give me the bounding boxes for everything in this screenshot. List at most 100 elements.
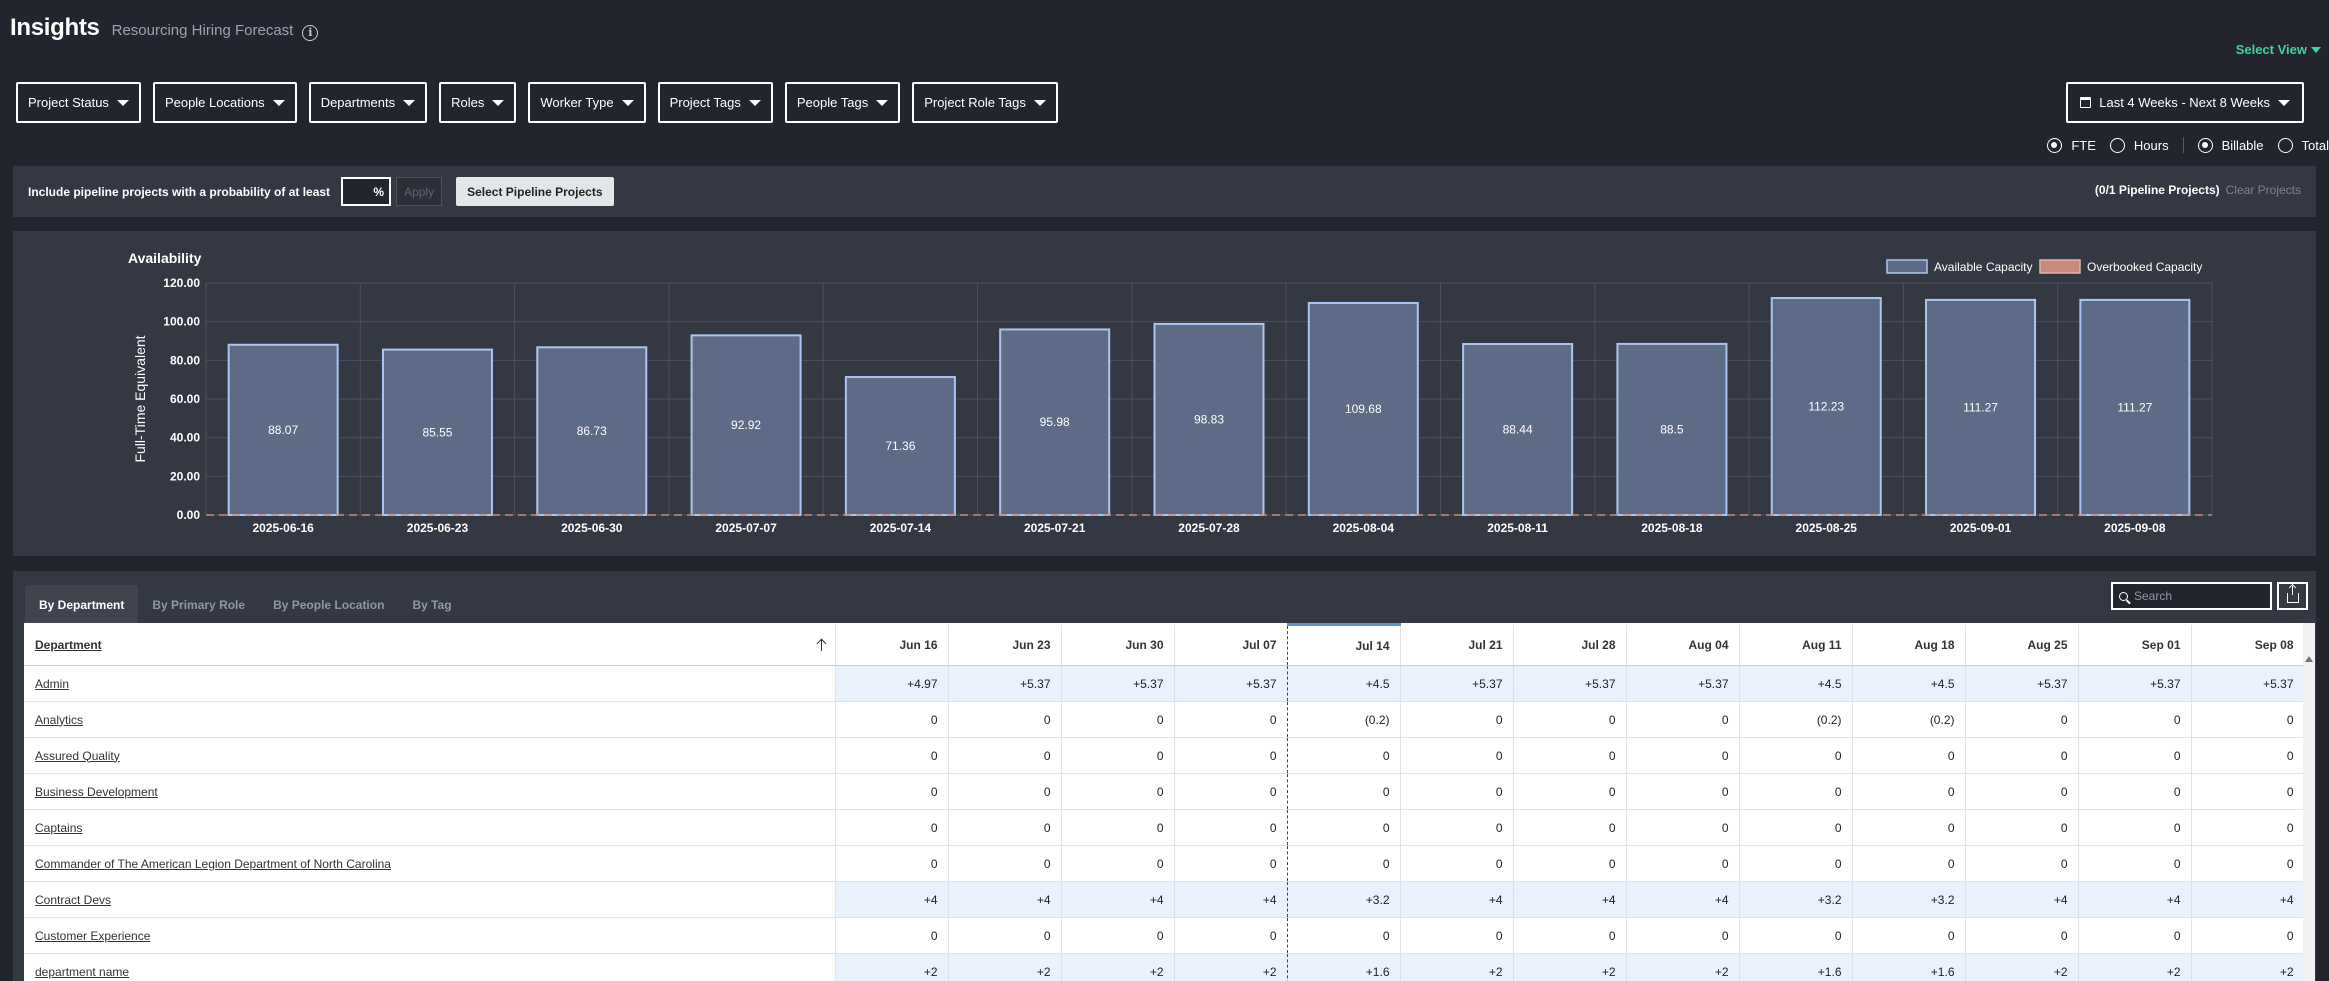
week-column-header[interactable]: Jul 14 bbox=[1287, 623, 1401, 666]
legend-swatch-overbooked bbox=[2039, 259, 2081, 274]
table-panel: By Department By Primary Role By People Lo… bbox=[13, 571, 2316, 981]
tab-by-department[interactable]: By Department bbox=[25, 585, 139, 625]
availability-chart-panel: 0.00 20.00 40.00 60.00 80.00 100.00 120.00 88.0… bbox=[13, 231, 2316, 556]
filter-project-role-tags-dropdown[interactable]: Project Role Tags bbox=[912, 82, 1058, 123]
availability-cell: 0 bbox=[1626, 809, 1740, 846]
export-button[interactable] bbox=[2277, 582, 2308, 610]
y-tick-label: 40.00 bbox=[170, 431, 200, 445]
week-column-header[interactable]: Jul 28 bbox=[1513, 624, 1627, 666]
probability-input[interactable]: % bbox=[341, 177, 392, 206]
total-radio[interactable] bbox=[2277, 137, 2293, 153]
select-pipeline-projects-button[interactable]: Select Pipeline Projects bbox=[456, 177, 614, 206]
vertical-scrollbar[interactable] bbox=[2303, 623, 2315, 981]
tab-by-people-location[interactable]: By People Location bbox=[273, 598, 385, 612]
bar-available-capacity bbox=[1153, 322, 1265, 516]
department-cell: department name bbox=[24, 953, 836, 981]
clear-projects-link[interactable]: Clear Projects bbox=[2225, 183, 2301, 197]
availability-cell: 0 bbox=[1287, 773, 1401, 810]
chevron-down-icon bbox=[492, 99, 505, 106]
availability-cell: 0 bbox=[1174, 917, 1288, 954]
date-range-dropdown[interactable]: Last 4 Weeks - Next 8 Weeks bbox=[2066, 82, 2304, 123]
department-link[interactable]: Admin bbox=[35, 676, 70, 691]
availability-cell: +4 bbox=[1513, 881, 1627, 918]
week-column-header[interactable]: Aug 04 bbox=[1626, 624, 1740, 666]
availability-cell: 0 bbox=[1061, 773, 1175, 810]
filter-people-tags-dropdown[interactable]: People Tags bbox=[784, 82, 901, 123]
select-view-label: Select View bbox=[2235, 42, 2307, 57]
bar-available-capacity bbox=[1770, 297, 1882, 516]
filter-roles-dropdown[interactable]: Roles bbox=[439, 82, 517, 123]
filter-project-tags-dropdown[interactable]: Project Tags bbox=[657, 82, 773, 123]
filter-people-locations-dropdown[interactable]: People Locations bbox=[152, 82, 297, 123]
availability-cell: +2 bbox=[1061, 953, 1175, 981]
info-icon[interactable]: i bbox=[302, 25, 319, 41]
week-column-header[interactable]: Jul 07 bbox=[1174, 624, 1288, 666]
availability-cell: +3.2 bbox=[1287, 881, 1401, 918]
page-header: Insights Resourcing Hiring Forecast i bbox=[10, 14, 319, 46]
availability-cell: 0 bbox=[835, 845, 949, 882]
week-column-header[interactable]: Sep 01 bbox=[2078, 624, 2192, 666]
filter-label: People Locations bbox=[164, 95, 265, 110]
select-view-dropdown[interactable]: Select View bbox=[2236, 42, 2321, 57]
availability-cell: 0 bbox=[948, 845, 1062, 882]
week-column-header[interactable]: Aug 11 bbox=[1739, 624, 1853, 666]
availability-cell: 0 bbox=[1174, 773, 1288, 810]
availability-cell: +1.6 bbox=[1739, 953, 1853, 981]
availability-cell: 0 bbox=[1626, 773, 1740, 810]
tab-by-tag[interactable]: By Tag bbox=[412, 598, 452, 612]
week-column-header[interactable]: Aug 18 bbox=[1852, 624, 1966, 666]
department-link[interactable]: Contract Devs bbox=[35, 892, 112, 907]
availability-cell: 0 bbox=[1739, 809, 1853, 846]
week-column-header[interactable]: Sep 08 bbox=[2191, 624, 2305, 666]
availability-cell: (0.2) bbox=[1739, 701, 1853, 738]
table-row: Contract Devs +4 +4 +4 +4 +3.2 +4 +4 +4 +3.2 +3.2 +… bbox=[24, 881, 2305, 918]
y-axis-label: Full-Time Equivalent bbox=[132, 335, 148, 462]
filter-worker-type-dropdown[interactable]: Worker Type bbox=[528, 82, 646, 123]
filter-departments-dropdown[interactable]: Departments bbox=[308, 82, 428, 123]
x-tick-label: 2025-06-30 bbox=[561, 521, 623, 535]
availability-cell: 0 bbox=[1739, 737, 1853, 774]
availability-cell: +5.37 bbox=[948, 665, 1062, 702]
week-column-header[interactable]: Jun 23 bbox=[948, 624, 1062, 666]
sort-ascending-icon[interactable] bbox=[817, 638, 827, 651]
availability-cell: 0 bbox=[2191, 917, 2305, 954]
tab-by-primary-role[interactable]: By Primary Role bbox=[152, 598, 246, 612]
availability-cell: 0 bbox=[1739, 773, 1853, 810]
department-link[interactable]: Customer Experience bbox=[35, 928, 151, 943]
availability-cell: 0 bbox=[1965, 845, 2079, 882]
department-link[interactable]: Business Development bbox=[35, 784, 158, 799]
department-cell: Admin bbox=[24, 665, 836, 702]
department-link[interactable]: department name bbox=[35, 964, 130, 979]
availability-cell: 0 bbox=[2078, 845, 2192, 882]
week-column-header[interactable]: Jun 30 bbox=[1061, 624, 1175, 666]
bar-available-capacity bbox=[690, 334, 802, 517]
department-link[interactable]: Captains bbox=[35, 820, 83, 835]
fte-radio[interactable] bbox=[2047, 137, 2063, 153]
y-tick-label: 120.00 bbox=[163, 276, 200, 290]
availability-cell: 0 bbox=[835, 809, 949, 846]
bar-data-label: 88.5 bbox=[1660, 422, 1684, 436]
scroll-up-icon[interactable] bbox=[2305, 656, 2313, 662]
department-link[interactable]: Analytics bbox=[35, 712, 84, 727]
week-column-header[interactable]: Jun 16 bbox=[835, 624, 949, 666]
table-row: Captains 0 0 0 0 0 0 0 0 0 0 0 0 0 bbox=[24, 809, 2305, 846]
hours-radio[interactable] bbox=[2109, 137, 2125, 153]
week-column-header[interactable]: Aug 25 bbox=[1965, 624, 2079, 666]
hours-label: Hours bbox=[2133, 137, 2169, 153]
department-link[interactable]: Commander of The American Legion Departm… bbox=[35, 856, 391, 871]
availability-cell: +2 bbox=[1513, 953, 1627, 981]
bar-available-capacity bbox=[227, 343, 339, 516]
apply-button[interactable]: Apply bbox=[396, 177, 443, 206]
department-link[interactable]: Assured Quality bbox=[35, 748, 120, 763]
billable-radio[interactable] bbox=[2197, 137, 2213, 153]
availability-cell: 0 bbox=[1400, 845, 1514, 882]
filter-project-status-dropdown[interactable]: Project Status bbox=[16, 82, 141, 123]
tab-bar: By Department By Primary Role By People Lo… bbox=[25, 585, 466, 625]
week-column-header[interactable]: Jul 21 bbox=[1400, 624, 1514, 666]
department-column-header[interactable]: Department bbox=[24, 624, 836, 666]
search-input[interactable]: Search bbox=[2111, 582, 2272, 610]
bar-available-capacity bbox=[1616, 342, 1728, 517]
department-cell: Customer Experience bbox=[24, 917, 836, 954]
availability-cell: +4 bbox=[1400, 881, 1514, 918]
filter-label: People Tags bbox=[796, 95, 869, 110]
